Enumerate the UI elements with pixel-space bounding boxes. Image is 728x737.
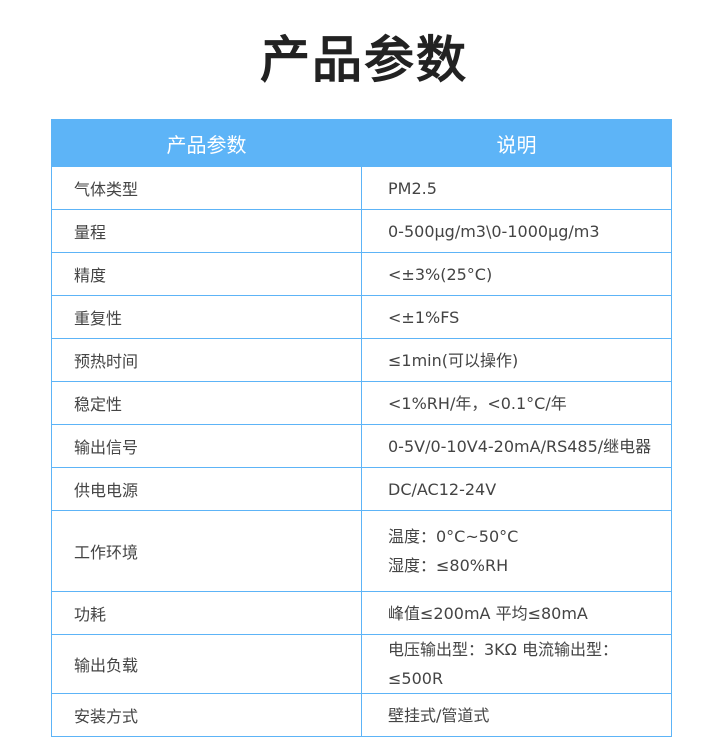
spec-table: 产品参数 说明 气体类型 PM2.5 量程 0-500μg/m3\0-1000μg/m… — [51, 119, 672, 737]
table-row: 精度 <±3%(25°C) — [51, 252, 672, 296]
desc-line: 壁挂式/管道式 — [388, 705, 490, 725]
page-title: 产品参数 — [260, 31, 468, 89]
table-row: 安装方式 壁挂式/管道式 — [51, 693, 672, 737]
desc-cell: 0-500μg/m3\0-1000μg/m3 — [361, 209, 672, 253]
desc-line: 0-5V/0-10V4-20mA/RS485/继电器 — [388, 436, 652, 456]
desc-cell: 壁挂式/管道式 — [361, 693, 672, 737]
header-param: 产品参数 — [51, 119, 362, 167]
table-row: 预热时间 ≤1min(可以操作) — [51, 338, 672, 382]
desc-line: 温度：0°C~50°C — [388, 527, 519, 546]
param-cell: 输出信号 — [51, 424, 362, 468]
desc-line: 峰值≤200mA 平均≤80mA — [388, 603, 588, 623]
header-desc: 说明 — [361, 119, 672, 167]
param-cell: 输出负载 — [51, 634, 362, 694]
desc-line: <±1%FS — [388, 307, 460, 327]
table-row: 输出负载 电压输出型：3KΩ 电流输出型：≤500R — [51, 634, 672, 694]
desc-line: DC/AC12-24V — [388, 479, 497, 499]
param-cell: 重复性 — [51, 295, 362, 339]
table-header: 产品参数 说明 — [51, 119, 672, 167]
desc-cell: ≤1min(可以操作) — [361, 338, 672, 382]
desc-line: 0-500μg/m3\0-1000μg/m3 — [388, 221, 600, 241]
table-row: 量程 0-500μg/m3\0-1000μg/m3 — [51, 209, 672, 253]
param-cell: 精度 — [51, 252, 362, 296]
table-row: 输出信号 0-5V/0-10V4-20mA/RS485/继电器 — [51, 424, 672, 468]
desc-line: ≤1min(可以操作) — [388, 350, 519, 370]
param-cell: 气体类型 — [51, 166, 362, 210]
desc-line: 湿度：≤80%RH — [388, 556, 509, 575]
param-cell: 供电电源 — [51, 467, 362, 511]
desc-line: PM2.5 — [388, 178, 437, 198]
desc-cell: 0-5V/0-10V4-20mA/RS485/继电器 — [361, 424, 672, 468]
desc-cell: DC/AC12-24V — [361, 467, 672, 511]
table-row: 工作环境 温度：0°C~50°C 湿度：≤80%RH — [51, 510, 672, 592]
desc-cell: 电压输出型：3KΩ 电流输出型：≤500R — [361, 634, 672, 694]
table-row: 重复性 <±1%FS — [51, 295, 672, 339]
desc-cell: <±3%(25°C) — [361, 252, 672, 296]
param-cell: 功耗 — [51, 591, 362, 635]
param-cell: 量程 — [51, 209, 362, 253]
table-row: 供电电源 DC/AC12-24V — [51, 467, 672, 511]
param-cell: 预热时间 — [51, 338, 362, 382]
desc-line: <1%RH/年，<0.1°C/年 — [388, 393, 567, 413]
param-cell: 工作环境 — [51, 510, 362, 592]
param-cell: 安装方式 — [51, 693, 362, 737]
desc-cell: PM2.5 — [361, 166, 672, 210]
table-row: 功耗 峰值≤200mA 平均≤80mA — [51, 591, 672, 635]
table-row: 稳定性 <1%RH/年，<0.1°C/年 — [51, 381, 672, 425]
table-row: 气体类型 PM2.5 — [51, 166, 672, 210]
desc-cell: <±1%FS — [361, 295, 672, 339]
desc-line: <±3%(25°C) — [388, 264, 493, 284]
desc-cell: 峰值≤200mA 平均≤80mA — [361, 591, 672, 635]
desc-cell: <1%RH/年，<0.1°C/年 — [361, 381, 672, 425]
param-cell: 稳定性 — [51, 381, 362, 425]
desc-cell: 温度：0°C~50°C 湿度：≤80%RH — [361, 510, 672, 592]
desc-line: 电压输出型：3KΩ 电流输出型：≤500R — [388, 640, 618, 688]
